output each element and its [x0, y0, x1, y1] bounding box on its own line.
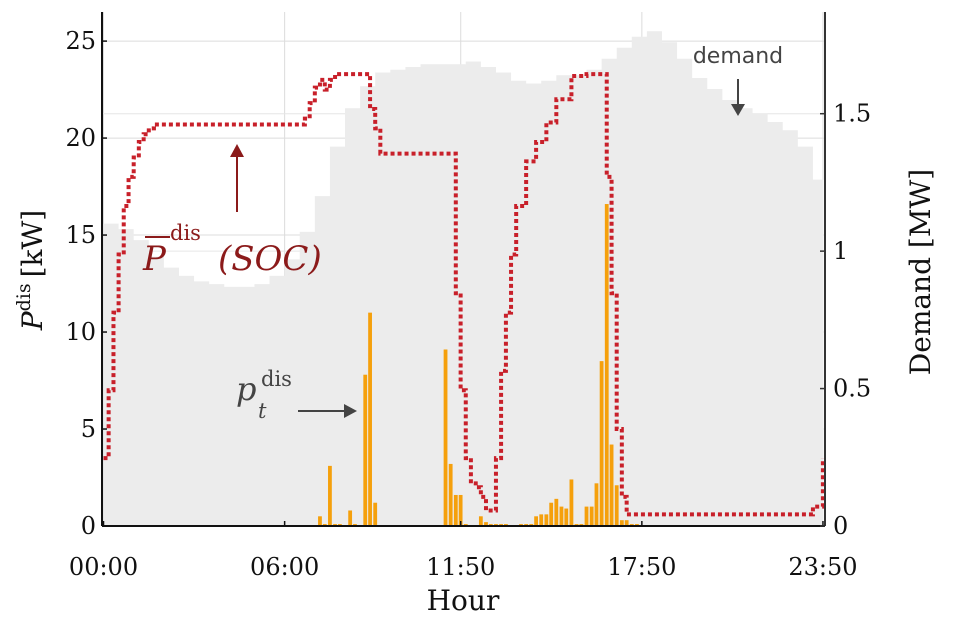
y-left-tick-label: 10	[65, 318, 96, 346]
discharge-bar	[609, 444, 614, 526]
y-left-tick-label: 25	[65, 27, 96, 55]
discharge-bar	[559, 506, 564, 526]
y-right-axis-title: Demand [MW]	[904, 169, 937, 375]
pbar-annotation-label: P dis (SOC)	[142, 221, 322, 279]
discharge-bar	[348, 510, 353, 526]
max-discharge-path	[103, 72, 825, 517]
p-arrow-icon	[298, 404, 357, 418]
discharge-bar	[584, 506, 589, 526]
discharge-bar	[564, 508, 569, 526]
max-discharge-line	[103, 72, 825, 517]
svg-text:t: t	[258, 399, 267, 423]
discharge-bar	[484, 522, 488, 526]
pbar-arrow-icon	[230, 144, 244, 212]
discharge-bar	[328, 465, 332, 526]
x-tick-label: 23:50	[788, 553, 857, 581]
y-left-axis-title: Pdis[kW]	[13, 210, 49, 331]
demand-arrow-icon	[731, 79, 745, 116]
discharge-bar	[619, 520, 624, 526]
discharge-bar	[599, 361, 604, 526]
svg-text:dis: dis	[170, 221, 201, 245]
demand-annotation-label: demand	[693, 44, 783, 69]
demand-area	[103, 31, 824, 527]
y-right-tick-label: 1.5	[833, 100, 871, 128]
y-right-tick-label: 1	[833, 237, 848, 265]
discharge-bar	[539, 514, 544, 526]
x-tick-label: 11:50	[426, 553, 495, 581]
discharge-bar	[624, 520, 629, 526]
discharge-bar	[318, 516, 322, 526]
discharge-bar	[363, 374, 368, 526]
svg-text:(SOC): (SOC)	[218, 239, 322, 279]
discharge-bar	[614, 485, 619, 526]
svg-text:dis: dis	[261, 367, 292, 391]
discharge-bar	[478, 516, 483, 526]
p-annotation-label: p dis t	[236, 367, 292, 423]
x-tick-label: 17:50	[607, 553, 676, 581]
y-left-tick-label: 5	[81, 415, 96, 443]
discharge-bar	[569, 479, 574, 526]
svg-text:p: p	[236, 370, 256, 408]
discharge-bar	[448, 463, 453, 526]
discharge-bar	[589, 506, 594, 526]
y-left-tick-label: 20	[65, 124, 96, 152]
discharge-bar	[544, 514, 549, 526]
discharge-bar	[458, 494, 463, 526]
x-tick-label: 00:00	[69, 553, 138, 581]
y-right-tick-label: 0	[833, 512, 848, 540]
svg-text:Pdis[kW]: Pdis[kW]	[13, 210, 49, 331]
discharge-bar	[453, 494, 458, 526]
axes	[101, 12, 826, 527]
x-tick-label: 06:00	[250, 553, 319, 581]
demand-area-shape	[103, 31, 824, 527]
y-left-tick-label: 15	[65, 221, 96, 249]
discharge-bar	[594, 483, 599, 526]
svg-text:P: P	[142, 239, 167, 279]
y-right-tick-label: 0.5	[833, 375, 871, 403]
discharge-bar	[443, 349, 448, 526]
discharge-bar	[549, 502, 554, 526]
discharge-bar	[373, 502, 378, 526]
discharge-bar	[604, 204, 609, 526]
discharge-bar	[554, 498, 559, 526]
discharge-bar	[534, 516, 539, 526]
ticks: 00:00 06:00 11:50 17:50 23:50 0 5 10 15 20 25 0 0.5 1…	[65, 27, 871, 581]
y-left-tick-label: 0	[81, 512, 96, 540]
discharge-bar	[368, 312, 372, 526]
discharge-bars	[106, 204, 639, 526]
x-axis-title: Hour	[427, 584, 500, 617]
